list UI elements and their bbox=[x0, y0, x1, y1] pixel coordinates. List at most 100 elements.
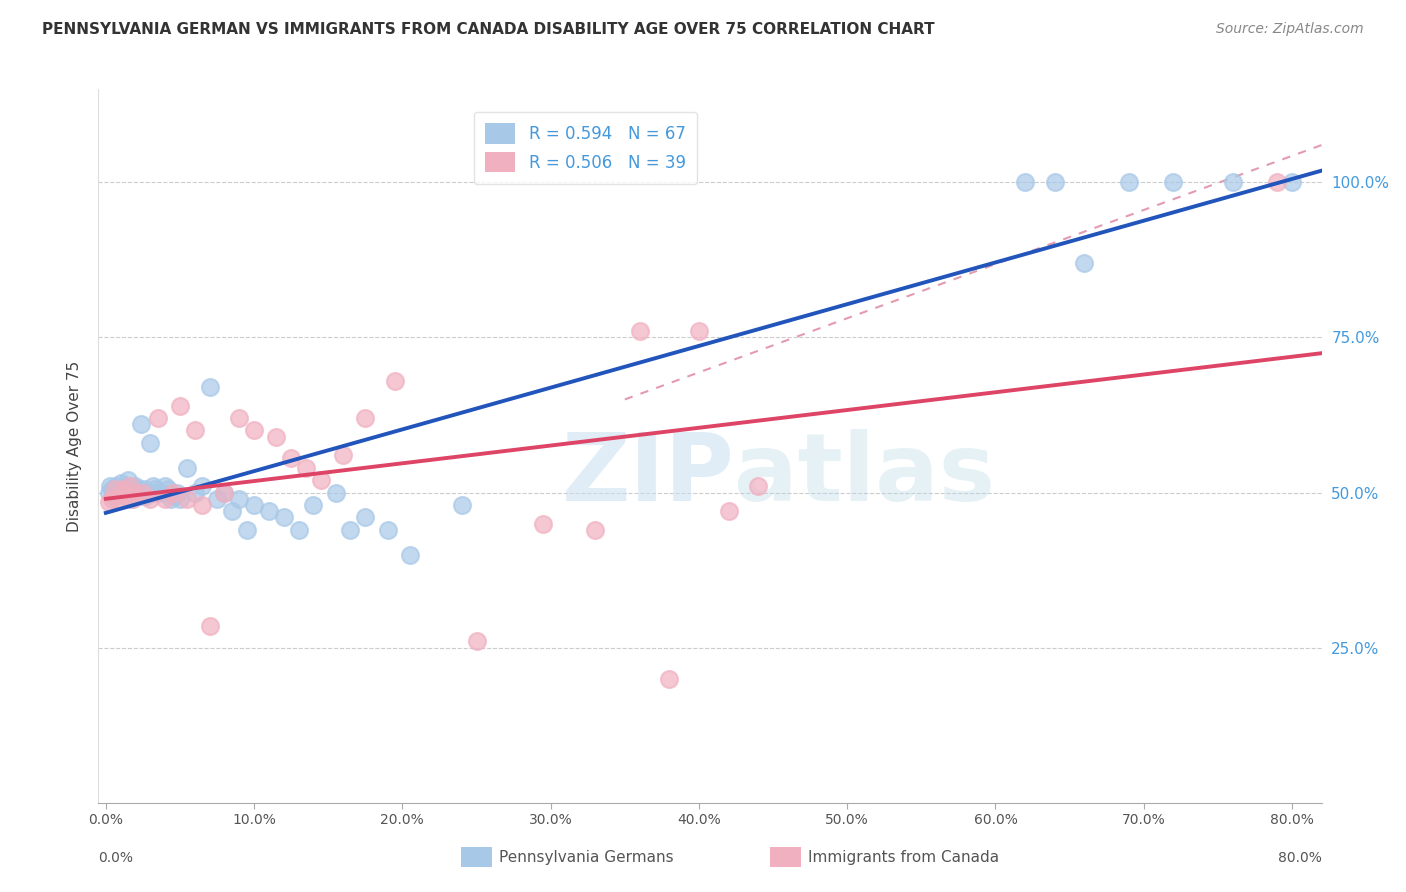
Legend: R = 0.594   N = 67, R = 0.506   N = 39: R = 0.594 N = 67, R = 0.506 N = 39 bbox=[474, 112, 697, 184]
Point bbox=[114, 489, 136, 503]
Point bbox=[176, 460, 198, 475]
Point bbox=[112, 483, 135, 497]
Point bbox=[214, 485, 236, 500]
Point bbox=[129, 489, 152, 503]
Point bbox=[398, 548, 420, 562]
Point bbox=[117, 485, 139, 500]
Point bbox=[354, 510, 377, 524]
Point bbox=[191, 479, 214, 493]
Point bbox=[143, 483, 166, 497]
Point bbox=[214, 485, 236, 500]
Point bbox=[228, 411, 250, 425]
Point bbox=[115, 479, 138, 493]
Point bbox=[110, 485, 132, 500]
Point bbox=[145, 485, 167, 500]
Text: 0.0%: 0.0% bbox=[98, 851, 134, 865]
Point bbox=[377, 523, 399, 537]
Text: Source: ZipAtlas.com: Source: ZipAtlas.com bbox=[1216, 22, 1364, 37]
Point bbox=[1281, 175, 1303, 189]
Point bbox=[273, 510, 295, 524]
Point bbox=[115, 489, 138, 503]
Point bbox=[110, 485, 132, 500]
Point bbox=[162, 485, 184, 500]
Point bbox=[747, 479, 769, 493]
Point bbox=[125, 485, 148, 500]
Point bbox=[122, 483, 145, 497]
Point bbox=[107, 491, 129, 506]
Point bbox=[120, 491, 142, 506]
Point bbox=[257, 504, 280, 518]
Point bbox=[243, 498, 266, 512]
Point bbox=[153, 479, 176, 493]
Point bbox=[127, 483, 149, 497]
Point bbox=[325, 485, 347, 500]
Point bbox=[235, 523, 257, 537]
Point bbox=[112, 483, 135, 497]
Point bbox=[184, 485, 207, 500]
Point bbox=[124, 485, 146, 500]
Point bbox=[132, 485, 155, 500]
Point bbox=[98, 479, 121, 493]
Point bbox=[176, 491, 198, 506]
Point bbox=[384, 374, 406, 388]
Text: ZIP: ZIP bbox=[561, 428, 734, 521]
Point bbox=[266, 430, 288, 444]
FancyBboxPatch shape bbox=[770, 847, 801, 867]
Point bbox=[121, 491, 143, 506]
Point bbox=[198, 380, 221, 394]
Point bbox=[169, 399, 191, 413]
Text: Immigrants from Canada: Immigrants from Canada bbox=[808, 850, 1000, 865]
Point bbox=[339, 523, 361, 537]
Point bbox=[531, 516, 554, 531]
Text: atlas: atlas bbox=[734, 428, 995, 521]
Point bbox=[1043, 175, 1066, 189]
Point bbox=[107, 485, 129, 500]
Point bbox=[1073, 256, 1095, 270]
Point bbox=[111, 485, 134, 500]
Point bbox=[228, 491, 250, 506]
Point bbox=[134, 483, 156, 497]
Point bbox=[160, 491, 183, 506]
Point bbox=[450, 498, 472, 512]
Text: 80.0%: 80.0% bbox=[1278, 851, 1322, 865]
Point bbox=[118, 485, 141, 500]
Point bbox=[658, 672, 681, 686]
Point bbox=[628, 324, 651, 338]
Point bbox=[688, 324, 710, 338]
Point bbox=[103, 489, 125, 503]
Point bbox=[105, 479, 128, 493]
Point bbox=[121, 489, 143, 503]
Point bbox=[1265, 175, 1288, 189]
Point bbox=[1222, 175, 1244, 189]
Point bbox=[139, 491, 162, 506]
Point bbox=[1118, 175, 1140, 189]
Point bbox=[465, 634, 488, 648]
Point bbox=[1014, 175, 1036, 189]
Point bbox=[117, 473, 139, 487]
Point bbox=[309, 473, 332, 487]
Point bbox=[221, 504, 243, 518]
Point bbox=[302, 498, 325, 512]
Point bbox=[97, 485, 120, 500]
Point bbox=[243, 424, 266, 438]
Point bbox=[100, 491, 122, 506]
Point bbox=[191, 498, 214, 512]
Point bbox=[110, 476, 132, 491]
Point bbox=[205, 491, 228, 506]
Point bbox=[118, 479, 141, 493]
Point bbox=[717, 504, 740, 518]
Point bbox=[153, 491, 176, 506]
Point bbox=[131, 417, 153, 432]
Point bbox=[100, 483, 122, 497]
Point bbox=[184, 424, 207, 438]
Point bbox=[354, 411, 377, 425]
Point bbox=[135, 489, 157, 503]
FancyBboxPatch shape bbox=[461, 847, 492, 867]
Point bbox=[583, 523, 606, 537]
Point bbox=[97, 495, 120, 509]
Point bbox=[124, 479, 146, 493]
Point bbox=[142, 479, 165, 493]
Point bbox=[166, 485, 188, 500]
Point bbox=[132, 485, 155, 500]
Text: Pennsylvania Germans: Pennsylvania Germans bbox=[499, 850, 673, 865]
